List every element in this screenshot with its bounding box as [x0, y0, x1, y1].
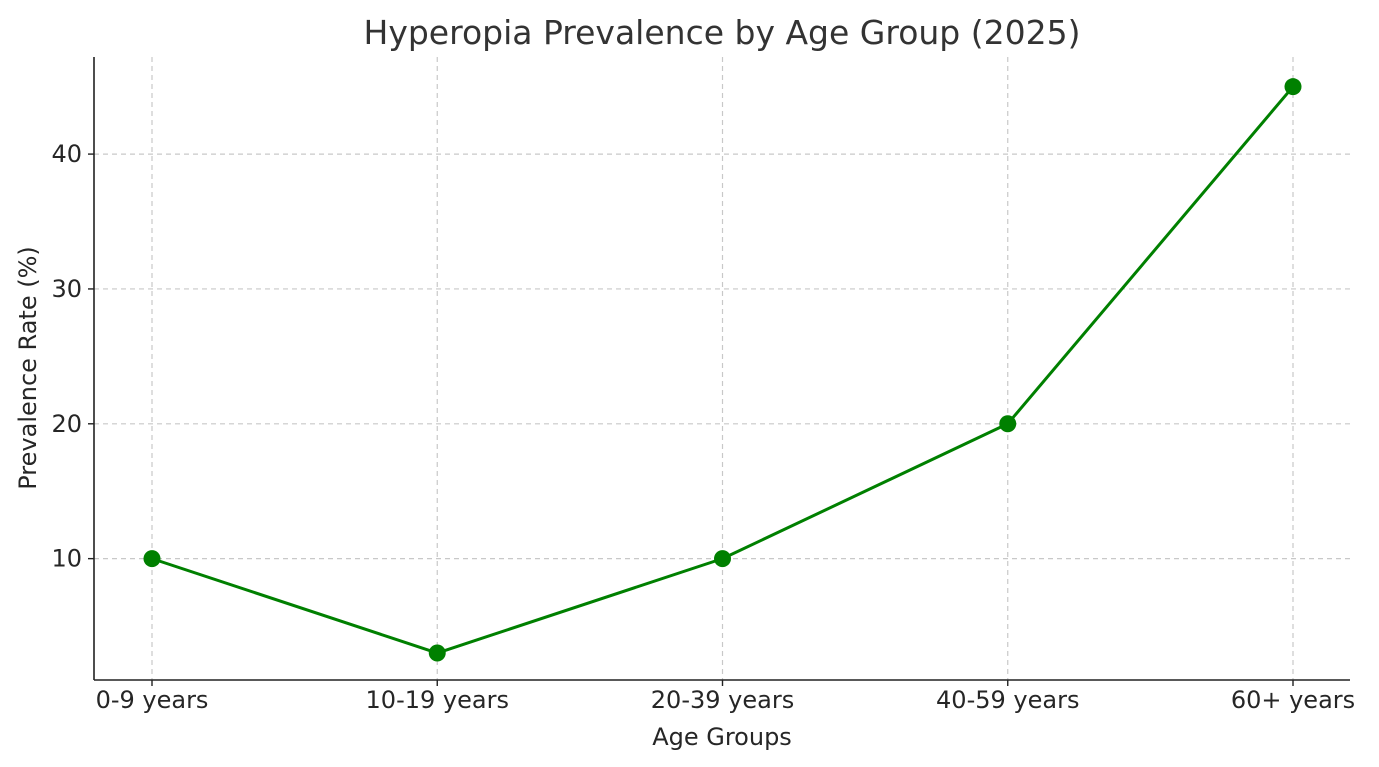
data-point	[1284, 78, 1302, 96]
y-tick-label: 20	[51, 410, 82, 438]
x-tick-label: 60+ years	[1231, 686, 1355, 714]
chart-title: Hyperopia Prevalence by Age Group (2025)	[364, 13, 1081, 52]
data-point	[714, 550, 731, 568]
y-tick-label: 10	[51, 545, 82, 573]
y-tick-label: 40	[51, 140, 82, 168]
grid	[94, 57, 1350, 680]
data-point	[428, 644, 446, 662]
y-axis-label: Prevalence Rate (%)	[14, 246, 42, 490]
x-tick-label: 20-39 years	[651, 686, 794, 714]
data-point	[999, 415, 1017, 433]
x-tick-label: 0-9 years	[96, 686, 209, 714]
y-tick-label: 30	[51, 275, 82, 303]
x-tick-label: 10-19 years	[366, 686, 509, 714]
ticks: 0-9 years 10-19 years 20-39 years 40-59 yea…	[51, 140, 1355, 714]
series-line	[150, 85, 1295, 655]
x-tick-label: 40-59 years	[936, 686, 1079, 714]
series-group	[143, 78, 1302, 662]
data-point	[143, 550, 161, 568]
x-axis-label: Age Groups	[652, 723, 792, 751]
